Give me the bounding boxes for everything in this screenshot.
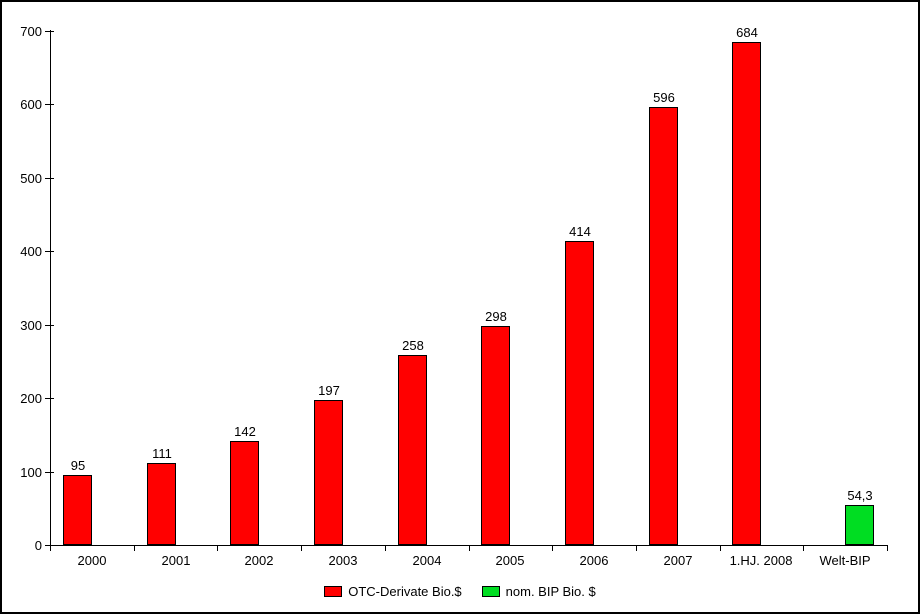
bar xyxy=(732,42,761,545)
legend-label: OTC-Derivate Bio.$ xyxy=(348,584,462,599)
y-axis-label: 200 xyxy=(20,391,42,406)
y-axis-label: 0 xyxy=(34,538,42,553)
bar-value-label: 111 xyxy=(152,446,172,461)
x-tick xyxy=(217,546,218,551)
bar-value-label: 684 xyxy=(736,25,758,40)
bar xyxy=(147,463,176,545)
y-axis-label: 700 xyxy=(20,24,42,39)
bar xyxy=(845,505,874,545)
bar-value-label: 258 xyxy=(402,338,424,353)
x-tick xyxy=(803,546,804,551)
bar-value-label: 298 xyxy=(485,309,507,324)
x-axis-label: 2002 xyxy=(244,553,274,568)
bar xyxy=(481,326,510,545)
bar xyxy=(649,107,678,545)
y-axis-label: 600 xyxy=(20,97,42,112)
y-tick xyxy=(45,251,54,252)
x-axis-label: 2003 xyxy=(328,553,358,568)
bar xyxy=(314,400,343,545)
y-axis-label: 400 xyxy=(20,244,42,259)
x-axis-label: 2000 xyxy=(77,553,107,568)
x-tick xyxy=(301,546,302,551)
x-axis-label: 1.HJ. 2008 xyxy=(729,553,793,568)
x-axis-label: 2007 xyxy=(663,553,693,568)
legend-swatch xyxy=(481,586,500,597)
x-tick xyxy=(636,546,637,551)
x-axis-label: 2005 xyxy=(495,553,525,568)
x-axis-line xyxy=(50,545,888,546)
y-tick xyxy=(45,398,54,399)
y-tick xyxy=(45,178,54,179)
y-tick xyxy=(45,545,54,546)
y-axis-label: 500 xyxy=(20,171,42,186)
bar xyxy=(63,475,92,545)
x-tick xyxy=(50,546,51,551)
bar-value-label: 197 xyxy=(318,383,340,398)
bar-value-label: 95 xyxy=(70,458,86,473)
y-axis-line xyxy=(50,30,51,546)
legend-item: nom. BIP Bio. $ xyxy=(481,584,596,599)
x-tick xyxy=(469,546,470,551)
bar-value-label: 54,3 xyxy=(847,488,873,503)
y-axis-label: 100 xyxy=(20,465,42,480)
y-axis-label: 300 xyxy=(20,318,42,333)
chart-legend: OTC-Derivate Bio.$ nom. BIP Bio. $ xyxy=(2,584,918,599)
x-axis-label: 2001 xyxy=(161,553,191,568)
x-axis-label: Welt-BIP xyxy=(819,553,871,568)
bar xyxy=(398,355,427,545)
bar-value-label: 596 xyxy=(653,90,675,105)
legend-item: OTC-Derivate Bio.$ xyxy=(324,584,462,599)
x-tick xyxy=(385,546,386,551)
bar xyxy=(230,441,259,545)
x-axis-label: 2006 xyxy=(579,553,609,568)
y-tick xyxy=(45,31,54,32)
bar-value-label: 414 xyxy=(569,224,591,239)
x-axis-label: 2004 xyxy=(412,553,442,568)
legend-label: nom. BIP Bio. $ xyxy=(505,584,596,599)
bar xyxy=(565,241,594,545)
x-tick xyxy=(552,546,553,551)
y-tick xyxy=(45,472,54,473)
bar-value-label: 142 xyxy=(234,424,256,439)
legend-swatch xyxy=(324,586,343,597)
x-tick xyxy=(134,546,135,551)
y-tick xyxy=(45,104,54,105)
x-tick xyxy=(720,546,721,551)
y-tick xyxy=(45,325,54,326)
x-tick xyxy=(887,546,888,551)
